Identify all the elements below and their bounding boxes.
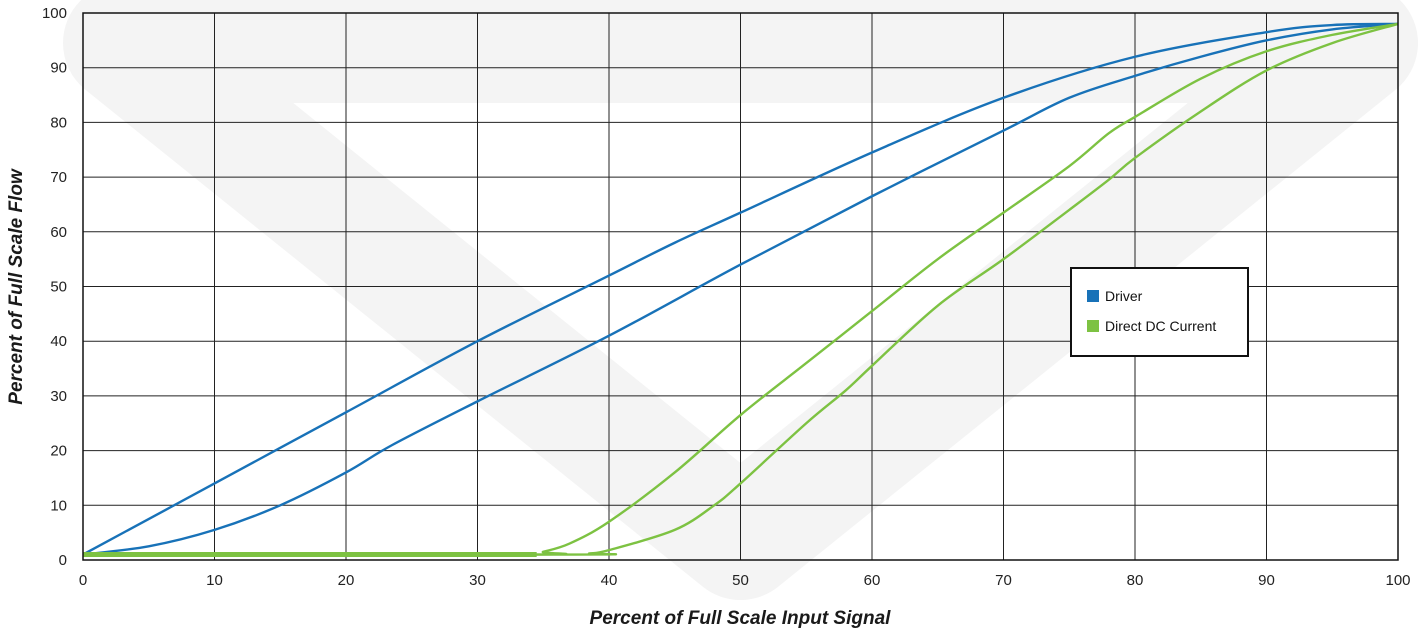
x-axis-ticks: 0 10 20 30 40 50 60 70 80 90 100	[79, 572, 1411, 589]
y-tick-label: 40	[50, 333, 67, 350]
x-tick-label: 60	[864, 572, 881, 589]
x-tick-label: 100	[1385, 572, 1410, 589]
series-line-driver	[83, 22, 1398, 556]
y-tick-label: 100	[42, 5, 67, 22]
x-tick-label: 0	[79, 572, 87, 589]
x-tick-label: 10	[206, 572, 223, 589]
legend-swatch-direct-dc-current	[1087, 320, 1099, 332]
y-tick-label: 30	[50, 388, 67, 405]
x-tick-label: 50	[732, 572, 749, 589]
x-tick-label: 90	[1258, 572, 1275, 589]
y-tick-label: 70	[50, 169, 67, 186]
y-tick-label: 90	[50, 60, 67, 77]
series-line-direct-dc-current	[83, 22, 1398, 556]
x-axis-title: Percent of Full Scale Input Signal	[590, 608, 892, 629]
y-tick-label: 20	[50, 443, 67, 460]
legend-label-driver: Driver	[1105, 288, 1143, 304]
legend-box	[1070, 267, 1249, 357]
x-tick-label: 80	[1127, 572, 1144, 589]
y-tick-label: 50	[50, 279, 67, 296]
legend-swatch-driver	[1087, 290, 1099, 302]
y-tick-label: 0	[59, 552, 67, 569]
x-tick-label: 70	[995, 572, 1012, 589]
series-line-direct-dc-current	[83, 22, 1398, 556]
series-layer	[83, 22, 1398, 558]
legend: Driver Direct DC Current	[1070, 267, 1249, 357]
x-tick-label: 30	[469, 572, 486, 589]
series-line-driver	[83, 22, 1398, 556]
y-axis-ticks: 0 10 20 30 40 50 60 70 80 90 100	[42, 5, 67, 569]
x-tick-label: 40	[601, 572, 618, 589]
y-tick-label: 10	[50, 497, 67, 514]
plot-frame	[82, 12, 1399, 561]
y-tick-label: 60	[50, 224, 67, 241]
legend-label-direct-dc-current: Direct DC Current	[1105, 318, 1216, 334]
x-tick-label: 20	[338, 572, 355, 589]
y-tick-label: 80	[50, 114, 67, 131]
y-axis-title: Percent of Full Scale Flow	[6, 168, 27, 405]
